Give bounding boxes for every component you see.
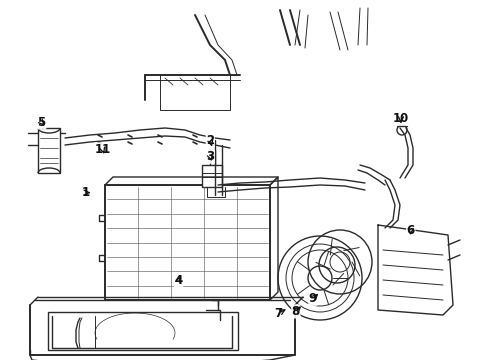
- Text: 7: 7: [274, 307, 282, 320]
- Text: 1: 1: [81, 186, 89, 199]
- Text: 11: 11: [94, 143, 111, 156]
- Text: 10: 10: [392, 112, 408, 125]
- Bar: [202, 165, 222, 187]
- Text: 9: 9: [308, 292, 316, 305]
- Text: 4: 4: [174, 274, 182, 287]
- Text: 5: 5: [38, 116, 45, 129]
- Text: 6: 6: [406, 224, 414, 237]
- Bar: [48, 312, 238, 350]
- Text: 3: 3: [206, 150, 214, 163]
- Bar: [105, 185, 269, 300]
- Text: 2: 2: [206, 134, 214, 147]
- Text: 8: 8: [291, 305, 299, 318]
- Bar: [38, 128, 60, 173]
